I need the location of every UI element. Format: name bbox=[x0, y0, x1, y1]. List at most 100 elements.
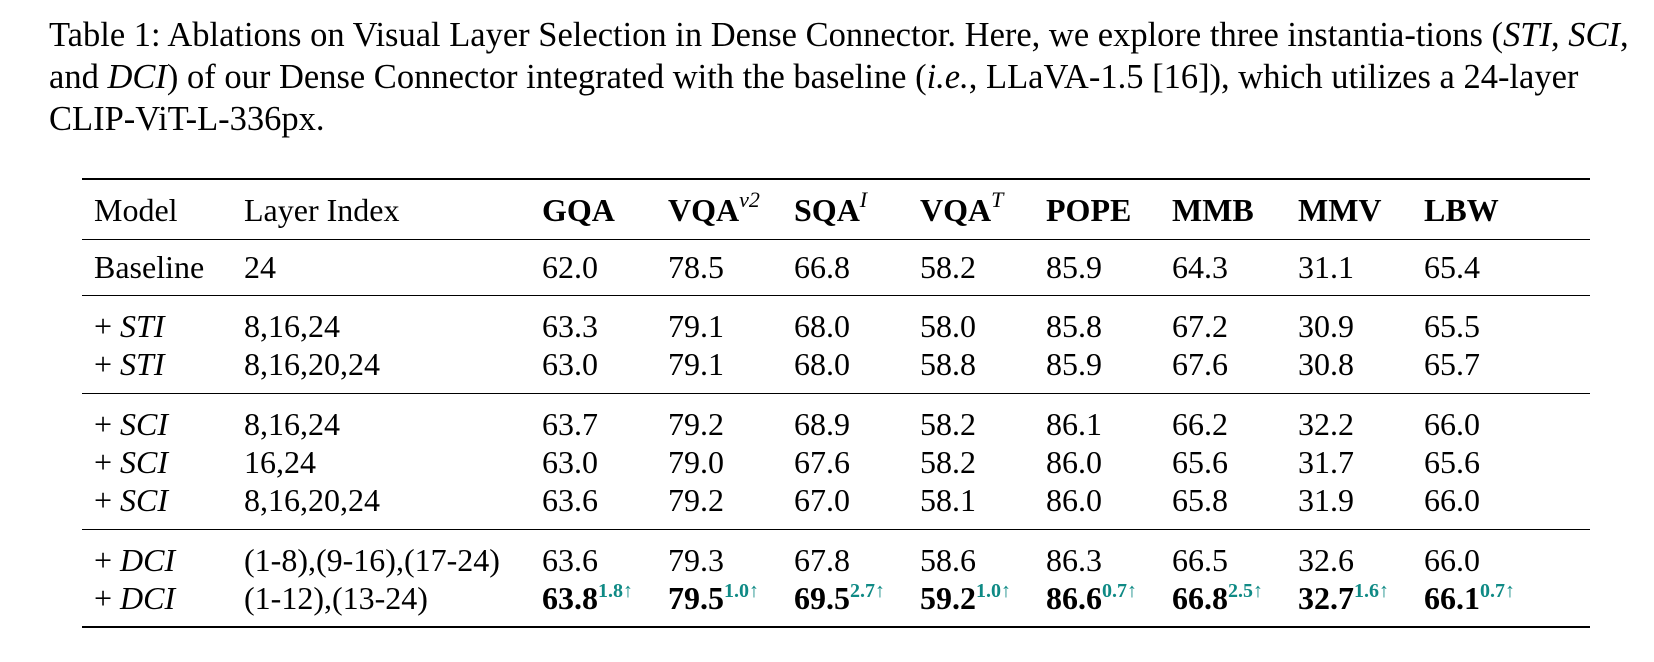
table-body: Baseline 24 62.0 78.5 66.8 58.2 85.9 64.3 31.1 65… bbox=[82, 239, 1590, 628]
metric-value: 64.3 bbox=[1172, 248, 1228, 285]
metric-value: 86.0 bbox=[1046, 482, 1102, 519]
header-layer-index: Layer Index bbox=[232, 179, 530, 240]
metric-value: 79.3 bbox=[668, 541, 724, 578]
cell-metric-value: 79.3 bbox=[656, 528, 782, 579]
cell-metric-value: 58.6 bbox=[908, 528, 1034, 579]
cell-metric-value: 65.8 bbox=[1160, 481, 1286, 529]
cell-metric-value: 79.0 bbox=[656, 443, 782, 481]
metric-value: 66.0 bbox=[1424, 482, 1480, 519]
cell-metric-value: 63.81.8↑ bbox=[530, 579, 656, 628]
cell-metric-value: 86.0 bbox=[1034, 443, 1160, 481]
table-row: + STI 8,16,20,24 63.0 79.1 68.0 58.8 85.9 67.6 3… bbox=[82, 345, 1590, 393]
header-model: Model bbox=[82, 179, 232, 240]
metric-value: 58.2 bbox=[920, 248, 976, 285]
cell-metric-value: 67.8 bbox=[782, 528, 908, 579]
metric-value: 65.5 bbox=[1424, 307, 1480, 344]
metric-value: 79.1 bbox=[668, 346, 724, 383]
metric-value: 79.0 bbox=[668, 443, 724, 480]
cell-metric-value: 32.6 bbox=[1286, 528, 1412, 579]
metric-value: 66.0 bbox=[1424, 541, 1480, 578]
metric-value: 63.0 bbox=[542, 443, 598, 480]
cell-metric-value: 66.0 bbox=[1412, 481, 1590, 529]
model-prefix: + bbox=[94, 346, 121, 383]
header-mmv: MMV bbox=[1286, 179, 1412, 240]
cell-metric-value: 63.0 bbox=[530, 443, 656, 481]
metric-value: 86.6 bbox=[1046, 580, 1102, 616]
cell-metric-value: 66.5 bbox=[1160, 528, 1286, 579]
metric-value: 66.1 bbox=[1424, 580, 1480, 616]
header-vqat: VQAT bbox=[908, 179, 1034, 240]
improvement-delta: 2.5↑ bbox=[1228, 580, 1263, 602]
metric-value: 67.0 bbox=[794, 482, 850, 519]
metric-value: 68.9 bbox=[794, 405, 850, 442]
cell-layer-index: 16,24 bbox=[244, 443, 316, 480]
cell-metric-value: 66.82.5↑ bbox=[1160, 579, 1286, 628]
cell-model: + STI bbox=[82, 294, 232, 345]
cell-metric-value: 66.2 bbox=[1160, 392, 1286, 443]
model-name: SCI bbox=[120, 443, 169, 480]
improvement-delta: 0.7↑ bbox=[1480, 580, 1515, 602]
header-vqat-sup: T bbox=[991, 186, 1004, 212]
caption-label: Table 1: bbox=[49, 16, 161, 54]
header-vqat-text: VQA bbox=[920, 191, 992, 228]
cell-metric-value: 78.5 bbox=[656, 239, 782, 295]
model-name: SCI bbox=[120, 405, 169, 442]
cell-metric-value: 79.2 bbox=[656, 392, 782, 443]
improvement-delta: 2.7↑ bbox=[850, 580, 885, 602]
cell-metric-value: 65.6 bbox=[1160, 443, 1286, 481]
metric-value: 79.1 bbox=[668, 307, 724, 344]
metric-value: 85.8 bbox=[1046, 307, 1102, 344]
metric-value: 30.8 bbox=[1298, 346, 1354, 383]
cell-metric-value: 65.6 bbox=[1412, 443, 1590, 481]
metric-value: 62.0 bbox=[542, 248, 598, 285]
caption-text-3: , LLaVA-1.5 [16]), which utilizes a 24-l… bbox=[49, 58, 1579, 138]
improvement-delta: 1.8↑ bbox=[598, 580, 633, 602]
metric-value: 63.3 bbox=[542, 307, 598, 344]
cell-metric-value: 85.9 bbox=[1034, 345, 1160, 393]
caption-text-1: Ablations on Visual Layer Selection in D… bbox=[160, 16, 1504, 54]
metric-value: 32.6 bbox=[1298, 541, 1354, 578]
cell-metric-value: 79.1 bbox=[656, 345, 782, 393]
table-header-row: Model Layer Index GQA VQAv2 SQAI VQAT PO… bbox=[82, 179, 1590, 240]
cell-metric-value: 69.52.7↑ bbox=[782, 579, 908, 628]
results-table: Model Layer Index GQA VQAv2 SQAI VQAT PO… bbox=[82, 178, 1590, 628]
improvement-delta: 1.0↑ bbox=[976, 580, 1011, 602]
cell-metric-value: 62.0 bbox=[530, 239, 656, 295]
cell-metric-value: 67.6 bbox=[1160, 345, 1286, 393]
model-prefix: + bbox=[94, 307, 121, 344]
cell-model: + DCI bbox=[82, 579, 232, 628]
metric-value: 58.8 bbox=[920, 346, 976, 383]
metric-value: 66.0 bbox=[1424, 405, 1480, 442]
header-vqav2-sup: v2 bbox=[739, 186, 760, 212]
cell-model: + SCI bbox=[82, 443, 232, 481]
model-name: SCI bbox=[120, 482, 169, 519]
metric-value: 85.9 bbox=[1046, 248, 1102, 285]
model-prefix: + bbox=[94, 405, 121, 442]
metric-value: 67.2 bbox=[1172, 307, 1228, 344]
cell-metric-value: 67.0 bbox=[782, 481, 908, 529]
metric-value: 66.2 bbox=[1172, 405, 1228, 442]
cell-metric-value: 65.5 bbox=[1412, 294, 1590, 345]
metric-value: 66.5 bbox=[1172, 541, 1228, 578]
cell-metric-value: 63.3 bbox=[530, 294, 656, 345]
metric-value: 58.6 bbox=[920, 541, 976, 578]
metric-value: 69.5 bbox=[794, 580, 850, 616]
cell-metric-value: 68.9 bbox=[782, 392, 908, 443]
model-prefix: + bbox=[94, 482, 121, 519]
cell-metric-value: 67.6 bbox=[782, 443, 908, 481]
model-prefix: + bbox=[94, 541, 121, 578]
cell-layer-index: 8,16,20,24 bbox=[244, 346, 380, 383]
metric-value: 31.9 bbox=[1298, 482, 1354, 519]
cell-metric-value: 63.0 bbox=[530, 345, 656, 393]
metric-value: 58.2 bbox=[920, 443, 976, 480]
table-row: + SCI 8,16,24 63.7 79.2 68.9 58.2 86.1 66.2 32.2… bbox=[82, 392, 1590, 443]
metric-value: 32.2 bbox=[1298, 405, 1354, 442]
cell-layer-index: (1-12),(13-24) bbox=[232, 579, 530, 628]
header-lbw: LBW bbox=[1412, 179, 1590, 240]
metric-value: 78.5 bbox=[668, 248, 724, 285]
cell-metric-value: 79.51.0↑ bbox=[656, 579, 782, 628]
table-row: + SCI 16,24 63.0 79.0 67.6 58.2 86.0 65.6 31.7 65… bbox=[82, 443, 1590, 481]
cell-metric-value: 63.6 bbox=[530, 528, 656, 579]
caption-sep-1: , bbox=[1550, 16, 1569, 54]
cell-metric-value: 67.2 bbox=[1160, 294, 1286, 345]
